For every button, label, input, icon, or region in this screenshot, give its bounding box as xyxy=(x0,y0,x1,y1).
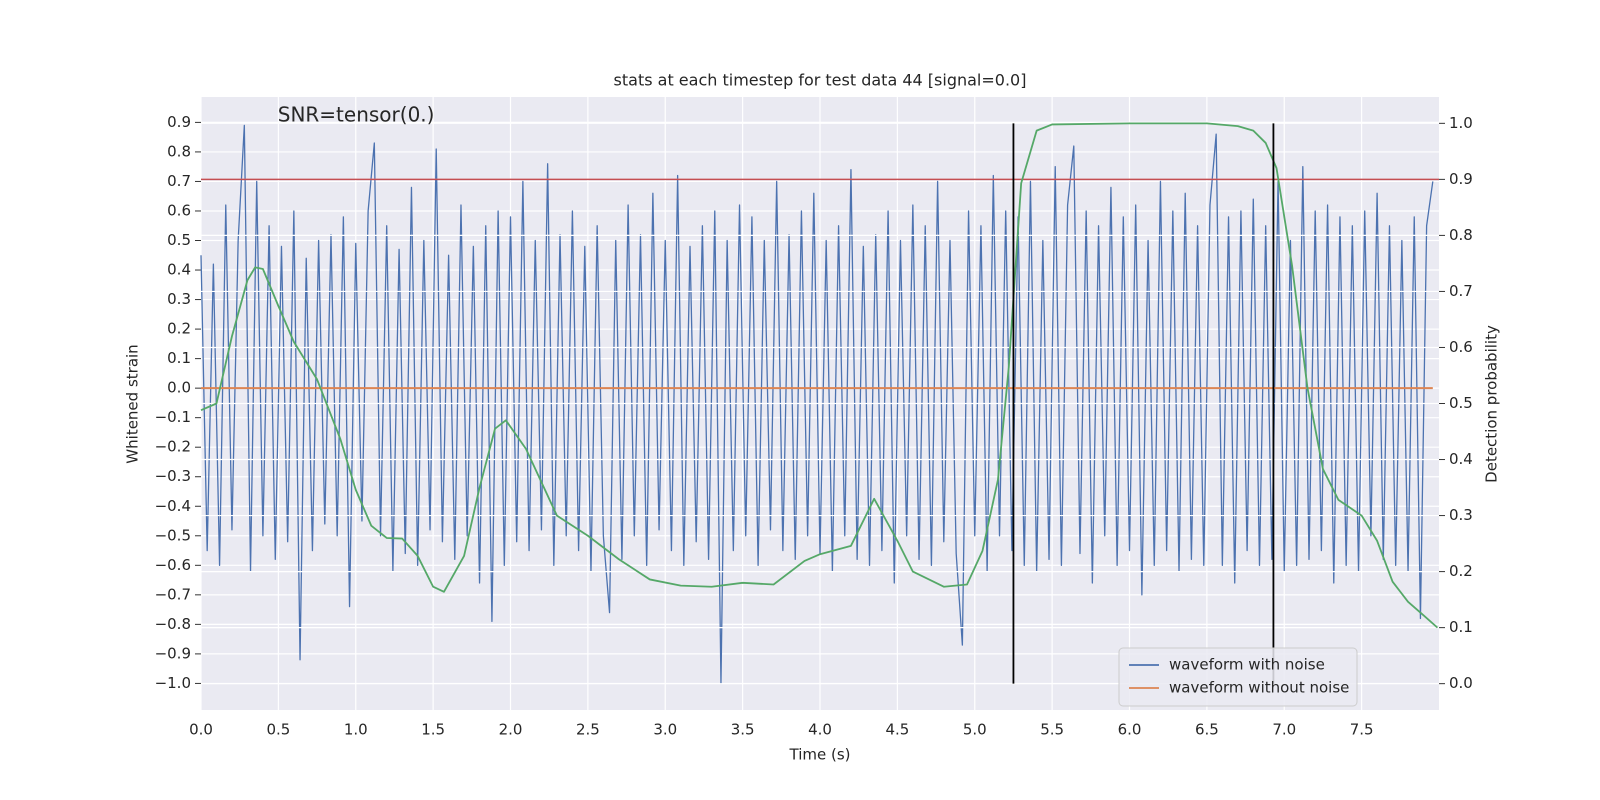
y-tick-label: −0.5 xyxy=(155,526,191,544)
x-tick-label: 0.5 xyxy=(266,721,290,739)
y2-tick-label: 0.9 xyxy=(1449,170,1473,188)
legend-box xyxy=(1118,647,1358,707)
y-tick-label: 0.4 xyxy=(167,261,191,279)
y-tick-label: −0.9 xyxy=(155,644,191,662)
y2-tick-label: 0.5 xyxy=(1449,394,1473,412)
y-tick-label: −0.2 xyxy=(155,438,191,456)
x-tick-label: 6.0 xyxy=(1118,721,1142,739)
x-tick-label: 5.5 xyxy=(1040,721,1064,739)
legend-label: waveform without noise xyxy=(1169,679,1349,697)
x-tick-label: 3.0 xyxy=(653,721,677,739)
y2-tick-label: 0.0 xyxy=(1449,674,1473,692)
x-tick-label: 2.0 xyxy=(499,721,523,739)
x-tick-label: 7.5 xyxy=(1350,721,1374,739)
annotation: SNR=tensor(0.) xyxy=(278,103,435,127)
x-tick-label: 7.0 xyxy=(1272,721,1296,739)
y-tick-label: 0.8 xyxy=(167,142,191,160)
y-tick-label: 0.9 xyxy=(167,113,191,131)
y-tick-label: 0.7 xyxy=(167,172,191,190)
y2-tick-label: 1.0 xyxy=(1449,114,1473,132)
y-tick-label: 0.2 xyxy=(167,320,191,338)
x-tick-label: 4.5 xyxy=(885,721,909,739)
x-tick-label: 0.0 xyxy=(189,721,213,739)
y-tick-label: 0.0 xyxy=(167,379,191,397)
y-tick-label: −0.3 xyxy=(155,467,191,485)
y2-tick-label: 0.6 xyxy=(1449,338,1473,356)
y-tick-label: −0.7 xyxy=(155,585,191,603)
y2-axis-label: Detection probability xyxy=(1483,325,1501,483)
y-tick-label: −0.6 xyxy=(155,556,191,574)
y-tick-label: 0.1 xyxy=(167,349,191,367)
probability-line xyxy=(200,122,1439,629)
y2-tick-label: 0.3 xyxy=(1449,506,1473,524)
y-tick-label: −0.8 xyxy=(155,615,191,633)
y2-tick-label: 0.2 xyxy=(1449,562,1473,580)
y-tick-label: −1.0 xyxy=(155,674,191,692)
x-axis-label: Time (s) xyxy=(789,746,851,764)
x-tick-label: 1.0 xyxy=(344,721,368,739)
chart-title: stats at each timestep for test data 44 … xyxy=(614,71,1027,90)
legend-label: waveform with noise xyxy=(1169,656,1325,674)
y2-tick-label: 0.7 xyxy=(1449,282,1473,300)
x-tick-label: 2.5 xyxy=(576,721,600,739)
x-tick-label: 1.5 xyxy=(421,721,445,739)
y2-tick-label: 0.4 xyxy=(1449,450,1473,468)
x-tick-label: 3.5 xyxy=(731,721,755,739)
y2-tick-label: 0.8 xyxy=(1449,226,1473,244)
y-tick-label: 0.5 xyxy=(167,231,191,249)
y-axis-label: Whitened strain xyxy=(124,344,142,463)
y-tick-label: −0.1 xyxy=(155,408,191,426)
x-tick-label: 6.5 xyxy=(1195,721,1219,739)
y-tick-label: 0.3 xyxy=(167,290,191,308)
y-tick-label: 0.6 xyxy=(167,201,191,219)
x-tick-label: 4.0 xyxy=(808,721,832,739)
x-tick-label: 5.0 xyxy=(963,721,987,739)
y2-tick-label: 0.1 xyxy=(1449,618,1473,636)
series-line xyxy=(200,124,1434,685)
y-tick-label: −0.4 xyxy=(155,497,191,515)
